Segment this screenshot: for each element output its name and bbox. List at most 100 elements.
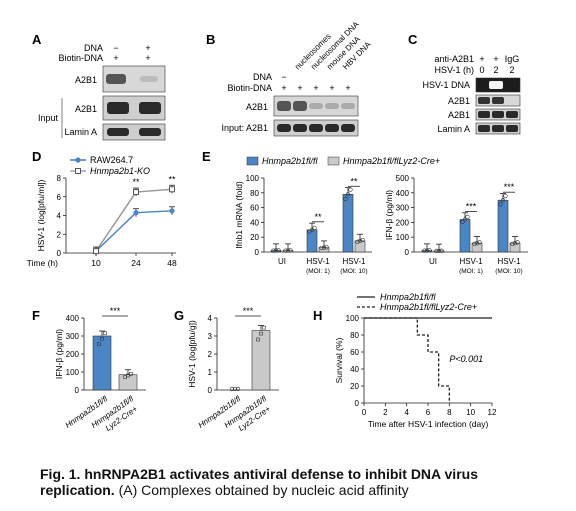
panel-e-right-y-tick-label: 500 bbox=[396, 174, 410, 183]
panel-d-legend-marker-blue bbox=[75, 157, 81, 163]
panel-h-x-tick-label: 0 bbox=[362, 408, 367, 417]
panel-e-left-y-tick-label: 40 bbox=[250, 218, 259, 227]
panel-e-left-category-label: HSV-1 bbox=[306, 257, 330, 266]
panel-f-y-axis-label: IFN-β (pg/ml) bbox=[54, 329, 64, 379]
panel-c-band bbox=[478, 111, 490, 118]
panel-h-x-tick-label: 4 bbox=[404, 408, 409, 417]
panel-e-right-data-point bbox=[424, 248, 430, 253]
panel-b-sign: + bbox=[297, 83, 302, 93]
panel-a-letter: A bbox=[32, 32, 42, 47]
panel-d-y-tick-label: 4 bbox=[57, 212, 62, 221]
panel-d-point bbox=[133, 189, 139, 196]
panel-e-right-y-tick-label: 0 bbox=[405, 248, 410, 257]
panel-e-legend: Hnmpa2b1fl/fl Hnmpa2b1fl/flLyz2-Cre+ bbox=[246, 156, 440, 166]
panel-c-lane-value: + bbox=[493, 54, 498, 64]
panel-d-point bbox=[169, 208, 175, 214]
panel-c-blot-label: A2B1 bbox=[448, 110, 470, 120]
panel-h-x-tick-label: 2 bbox=[383, 408, 388, 417]
panel-d-y-tick-label: 2 bbox=[57, 230, 62, 239]
panel-b-blot-label: A2B1 bbox=[246, 102, 268, 112]
panel-c-lane-value: + bbox=[479, 54, 484, 64]
panel-e-right-y-axis-label: IFN-β (pg/ml) bbox=[384, 190, 394, 240]
panel-g-data-point bbox=[259, 331, 263, 336]
panel-g-data-point bbox=[229, 386, 235, 392]
panel-g-letter: G bbox=[174, 308, 184, 323]
panel-a-blot-label: A2B1 bbox=[75, 75, 97, 85]
panel-e-right-bar bbox=[471, 242, 483, 253]
panel-h-y-axis-label: Survival (%) bbox=[334, 337, 344, 383]
panel-b-band bbox=[341, 124, 355, 132]
panel-e-left-data-point bbox=[348, 187, 353, 192]
panel-d-y-tick-label: 8 bbox=[57, 174, 62, 183]
panel-e-right-category-label: HSV-1 bbox=[497, 257, 521, 266]
panel-d-x-tick-label: 24 bbox=[131, 258, 141, 268]
panel-e-left-y-tick-label: 0 bbox=[255, 248, 260, 257]
panel-b-band bbox=[325, 103, 339, 109]
panel-e-right-bar bbox=[433, 250, 445, 253]
panel-f-y-tick-label: 0 bbox=[75, 386, 80, 395]
panel-b-band bbox=[309, 103, 323, 109]
panel-a-row-label-dna: DNA bbox=[84, 43, 103, 53]
panel-a-band bbox=[106, 74, 126, 84]
panel-e-left-y-tick-label: 20 bbox=[250, 233, 259, 242]
panel-e-right-data-point bbox=[503, 193, 508, 199]
caption-bold: Fig. 1. hnRNPA2B1 activates antiviral de… bbox=[40, 466, 478, 498]
panel-g-y-tick-label: 4 bbox=[208, 314, 213, 323]
panel-f-x-label: Hnmpa2b1fl/fl bbox=[64, 394, 110, 430]
panel-b-blot-label: Input: A2B1 bbox=[221, 123, 268, 133]
panel-e-right-category-label: HSV-1 bbox=[459, 257, 483, 266]
panel-c-letter: C bbox=[408, 32, 418, 47]
panel-f-y-tick-label: 300 bbox=[66, 332, 80, 341]
panel-h-survival-curve bbox=[364, 317, 450, 403]
panel-a-sign: + bbox=[113, 53, 118, 63]
panel-e-right-bar bbox=[497, 199, 509, 253]
panel-e-left-bar bbox=[342, 193, 354, 253]
panel-b-band bbox=[277, 124, 291, 132]
panel-f-letter: F bbox=[32, 308, 40, 323]
panel-e-right-data-point bbox=[422, 248, 427, 253]
panel-e-right-data-point bbox=[472, 241, 477, 246]
panel-e-right-category-label: UI bbox=[429, 257, 437, 266]
panel-e-left-data-point bbox=[360, 237, 365, 243]
panel-h-plot: 0 20 40 60 80 100 Survival (%) 0 2 4 6 8 10 12 Time af… bbox=[334, 314, 497, 429]
panel-d-letter: D bbox=[32, 149, 41, 164]
panel-c-row-label-time: HSV-1 (h) bbox=[434, 65, 474, 75]
panel-e-left-data-point bbox=[273, 248, 279, 253]
panel-a-band bbox=[107, 128, 129, 136]
panel-h-legend: Hnmpa2b1fl/fl Hnmpa2b1fl/flLyz2-Cre+ bbox=[357, 292, 477, 312]
panel-a-band bbox=[139, 128, 161, 136]
panel-e-left-y-tick-label: 60 bbox=[250, 204, 259, 213]
panel-g-y-tick-label: 2 bbox=[208, 350, 213, 359]
panel-e-left-data-point bbox=[283, 248, 288, 253]
panel-e-left-category-sublabel: (MOI: 1) bbox=[306, 268, 330, 275]
panel-h-legend-label: Hnmpa2b1fl/flLyz2-Cre+ bbox=[380, 302, 477, 312]
panel-e-right-data-point bbox=[515, 240, 520, 245]
panel-c-lane-value: 2 bbox=[493, 65, 498, 75]
panel-e-right-data-point bbox=[462, 217, 468, 222]
panel-e-right-bar bbox=[459, 219, 471, 253]
panel-h-y-tick-label: 80 bbox=[350, 331, 359, 340]
panel-e-left-y-axis-label: Ifnb1 mRNA (fold) bbox=[234, 181, 244, 249]
panel-h-p-value: P<0.001 bbox=[449, 354, 483, 364]
panel-h-y-tick-label: 0 bbox=[355, 399, 360, 408]
panel-h-x-tick-label: 8 bbox=[447, 408, 452, 417]
panel-c-blot-label: Lamin A bbox=[437, 124, 470, 134]
panel-h-x-tick-label: 12 bbox=[488, 408, 497, 417]
panel-e-left-data-point bbox=[345, 192, 351, 197]
caption-rest: (A) Complexes obtained by nucleic acid a… bbox=[118, 482, 409, 498]
panel-h-x-tick-label: 10 bbox=[466, 408, 475, 417]
panel-d-sig-label: ** bbox=[132, 177, 140, 187]
panel-e-right-category-sublabel: (MOI: 10) bbox=[495, 268, 522, 275]
panel-b-band bbox=[293, 101, 307, 111]
panel-a-sign: − bbox=[113, 43, 118, 53]
panel-d-point bbox=[169, 186, 175, 193]
panel-d-x-axis-label: Time (h) bbox=[27, 258, 58, 268]
panel-e-legend-label: Hnmpa2b1fl/fl bbox=[262, 156, 319, 166]
panel-e-left-sig-label: ** bbox=[314, 212, 322, 222]
panel-b-band bbox=[309, 124, 323, 132]
panel-b-sign: − bbox=[281, 72, 286, 82]
